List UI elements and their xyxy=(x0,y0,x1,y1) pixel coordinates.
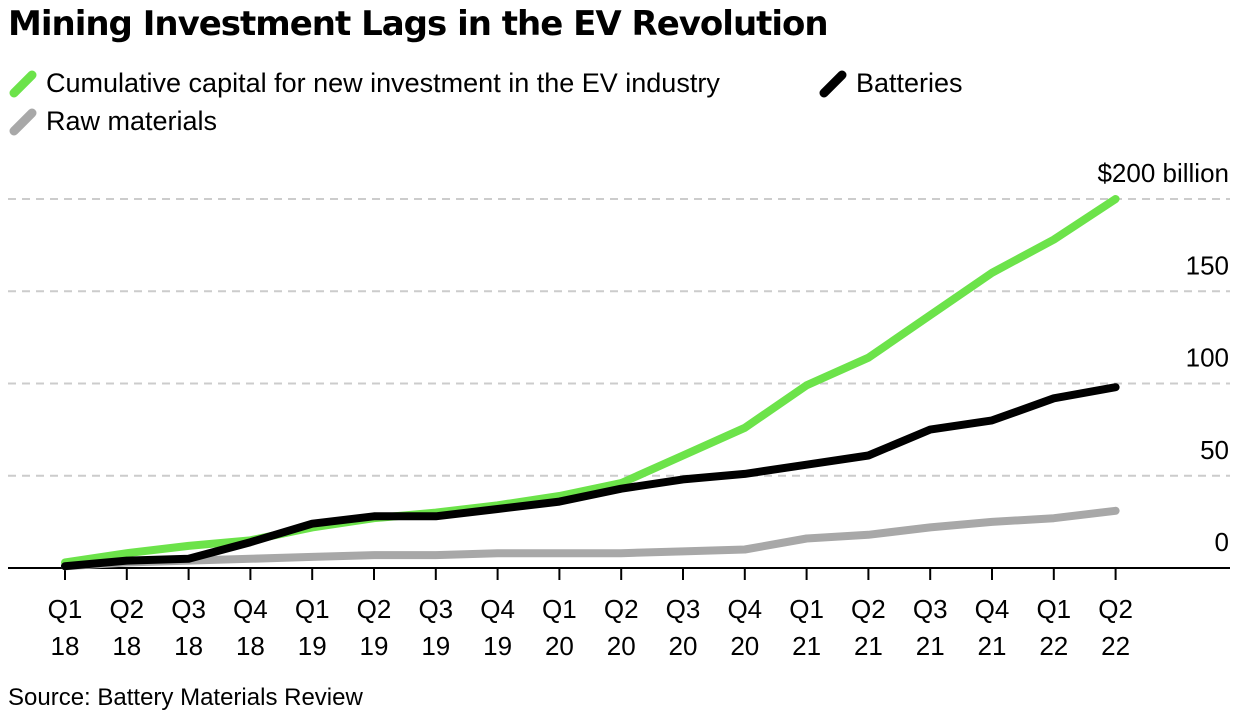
y-tick-label: 150 xyxy=(1186,250,1229,280)
legend-swatch-line xyxy=(9,108,37,135)
x-tick-label: Q1 xyxy=(48,594,83,624)
legend-swatch-line xyxy=(9,70,37,97)
x-tick-label: 19 xyxy=(298,631,327,661)
series-line-cumulative xyxy=(61,195,1120,567)
x-tick-label: Q2 xyxy=(109,594,144,624)
source-note: Source: Battery Materials Review xyxy=(8,684,363,711)
x-tick-label: Q1 xyxy=(789,594,824,624)
x-tick-label: 22 xyxy=(1101,631,1130,661)
x-tick-label: Q3 xyxy=(418,594,453,624)
x-tick-label: 18 xyxy=(236,631,265,661)
legend-swatch-line xyxy=(819,70,847,97)
y-tick-label: 100 xyxy=(1186,343,1229,373)
legend-item-cumulative: Cumulative capital for new investment in… xyxy=(8,68,720,99)
x-tick-label: Q2 xyxy=(851,594,886,624)
x-tick-label: Q2 xyxy=(1098,594,1133,624)
legend-label: Raw materials xyxy=(46,106,218,136)
x-tick-label: 21 xyxy=(854,631,883,661)
y-tick-label: $200 billion xyxy=(1097,158,1229,188)
x-tick-label: 19 xyxy=(360,631,389,661)
x-tick-label: Q4 xyxy=(975,594,1010,624)
legend-swatch-icon xyxy=(8,107,38,137)
x-tick-label: Q1 xyxy=(1036,594,1071,624)
x-tick-label: 20 xyxy=(730,631,759,661)
x-tick-label: Q4 xyxy=(480,594,515,624)
x-tick-label: 18 xyxy=(51,631,80,661)
x-tick-label: Q1 xyxy=(295,594,330,624)
x-tick-label: 19 xyxy=(421,631,450,661)
series-line-batteries xyxy=(61,383,1120,571)
x-tick-label: 21 xyxy=(978,631,1007,661)
x-tick-label: Q3 xyxy=(171,594,206,624)
legend-item-batteries: Batteries xyxy=(818,68,963,99)
x-tick-label: 20 xyxy=(669,631,698,661)
y-tick-label: 50 xyxy=(1200,435,1229,465)
x-tick-label: Q3 xyxy=(913,594,948,624)
chart-title: Mining Investment Lags in the EV Revolut… xyxy=(8,4,829,44)
y-tick-label: 0 xyxy=(1215,527,1229,557)
x-tick-label: Q2 xyxy=(357,594,392,624)
x-tick-label: Q3 xyxy=(666,594,701,624)
x-tick-label: 21 xyxy=(792,631,821,661)
legend-label: Batteries xyxy=(856,68,963,98)
x-tick-label: 22 xyxy=(1039,631,1068,661)
legend-item-raw-materials: Raw materials xyxy=(8,106,217,137)
x-tick-label: 21 xyxy=(916,631,945,661)
x-tick-label: 19 xyxy=(483,631,512,661)
legend-swatch-icon xyxy=(8,69,38,99)
x-tick-label: 20 xyxy=(607,631,636,661)
x-tick-label: Q1 xyxy=(542,594,577,624)
x-tick-label: 18 xyxy=(112,631,141,661)
x-tick-label: Q2 xyxy=(604,594,639,624)
legend-label: Cumulative capital for new investment in… xyxy=(46,68,720,98)
x-tick-label: 20 xyxy=(545,631,574,661)
x-tick-label: 18 xyxy=(174,631,203,661)
x-tick-label: Q4 xyxy=(233,594,268,624)
series-line-raw-materials xyxy=(61,506,1120,571)
legend-swatch-icon xyxy=(818,69,848,99)
x-tick-label: Q4 xyxy=(727,594,762,624)
